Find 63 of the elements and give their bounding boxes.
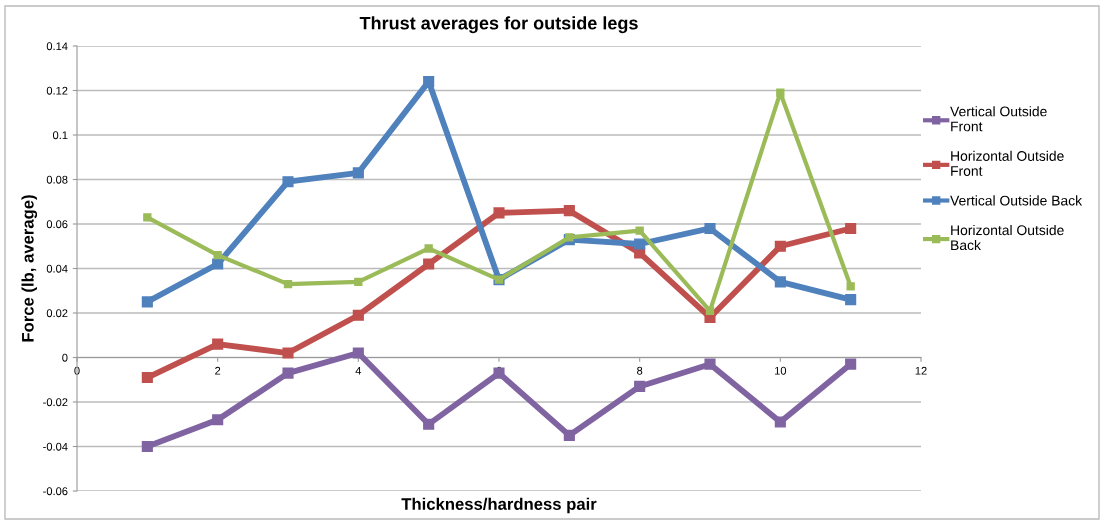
x-tick-label: 8 [637, 366, 643, 375]
chart-title: Thrust averages for outside legs [359, 16, 638, 34]
point [423, 76, 435, 88]
point [424, 244, 433, 253]
x-tick-label: 0 [74, 366, 80, 375]
point [352, 347, 364, 359]
y-tick-label: -0.04 [43, 442, 68, 451]
point [212, 338, 224, 350]
point [845, 294, 857, 306]
point [423, 418, 435, 430]
point [565, 233, 574, 242]
point [774, 276, 786, 288]
point [845, 222, 857, 235]
y-tick-label: 0 [62, 353, 68, 362]
point [423, 258, 435, 270]
point [563, 205, 575, 217]
y-tick-label: 0.08 [46, 175, 68, 184]
point [212, 414, 224, 426]
point [493, 367, 505, 379]
point [143, 213, 152, 222]
y-tick-label: 0.14 [46, 42, 68, 51]
point [352, 309, 364, 321]
point [634, 238, 646, 250]
y-tick-label: -0.02 [43, 398, 68, 407]
x-tick-label: 2 [215, 366, 221, 375]
point [845, 358, 857, 370]
point [352, 167, 364, 179]
point [635, 226, 644, 235]
point [704, 222, 716, 235]
x-tick-label: 12 [915, 366, 927, 375]
legend-label: Horizontal Outside Back [951, 224, 1064, 251]
legend-label: Horizontal Outside Front [951, 150, 1064, 176]
y-tick-label: -0.06 [43, 487, 68, 496]
point [563, 429, 575, 441]
point [212, 258, 224, 270]
y-tick-label: 0.02 [46, 309, 68, 318]
legend-label: Vertical Outside Back [950, 195, 1083, 206]
x-tick-label: 10 [775, 366, 787, 375]
point [354, 277, 363, 287]
point [493, 207, 505, 219]
point [846, 282, 855, 291]
point [141, 371, 153, 384]
y-axis-title: Force (lb, average) [21, 195, 38, 342]
point [634, 380, 646, 392]
point [282, 176, 294, 188]
point [141, 440, 153, 453]
x-tick-label: 4 [355, 366, 362, 375]
point [776, 88, 785, 97]
y-tick-label: 0.06 [46, 220, 68, 229]
y-tick-label: 0.1 [52, 131, 68, 140]
point [704, 358, 716, 370]
point [705, 306, 715, 315]
point [141, 296, 153, 308]
point [282, 367, 294, 379]
point [774, 240, 786, 252]
point [213, 250, 222, 260]
point [774, 416, 786, 428]
point [283, 279, 293, 289]
legend-label: Vertical Outside Front [950, 106, 1047, 132]
y-tick-label: 0.04 [46, 264, 68, 273]
x-axis-title: Thickness/hardness pair [401, 497, 597, 514]
y-tick-label: 0.12 [46, 86, 68, 95]
point [282, 347, 294, 359]
